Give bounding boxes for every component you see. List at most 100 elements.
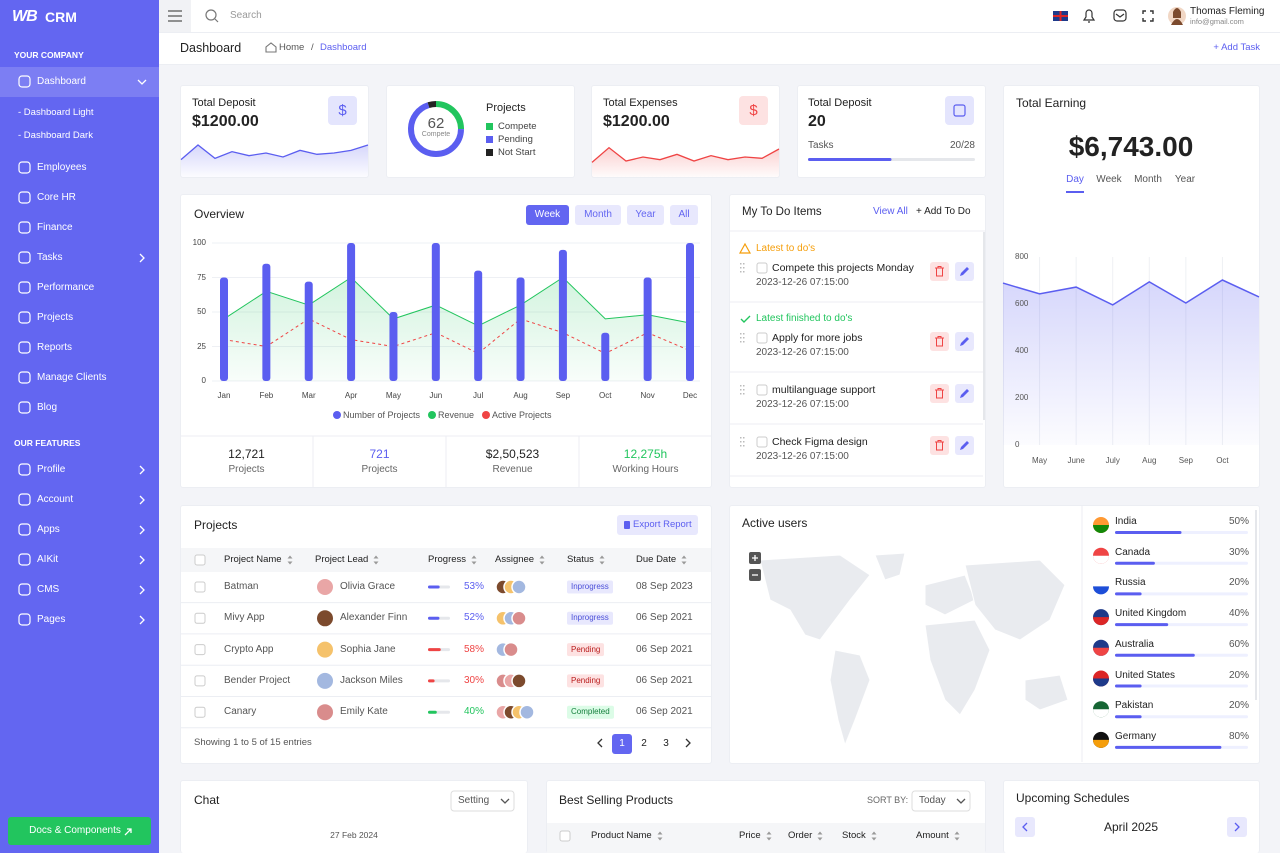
drag-handle: [740, 263, 742, 265]
nav-item[interactable]: Dashboard: [37, 76, 86, 87]
nav-item[interactable]: Finance: [37, 222, 73, 233]
x-tick-label: Aug: [1142, 456, 1157, 465]
sort-icon: [599, 555, 605, 565]
nav-item[interactable]: Reports: [37, 342, 73, 353]
country-percent: 20%: [1228, 669, 1249, 681]
setting-label[interactable]: Setting: [458, 795, 490, 806]
nav-item[interactable]: Profile: [37, 464, 66, 475]
nav-icon: [18, 161, 31, 174]
card-icon-box: [945, 96, 974, 125]
docs-button-label[interactable]: Docs & Components: [29, 825, 121, 836]
status-pill: [567, 580, 613, 594]
period-tab[interactable]: Day: [1066, 174, 1084, 185]
add-task[interactable]: + Add Task: [1213, 42, 1260, 53]
nav-icon: [18, 553, 31, 566]
export-button[interactable]: [617, 515, 698, 535]
sort-value[interactable]: Today: [919, 795, 946, 806]
status: Inprogress: [571, 582, 609, 591]
nav-item[interactable]: Blog: [37, 402, 58, 413]
x-tick-label: June: [1067, 456, 1085, 465]
checkbox[interactable]: [756, 384, 768, 396]
chevron: [139, 495, 145, 505]
nav-item[interactable]: Tasks: [37, 252, 63, 263]
delete-button[interactable]: [930, 262, 949, 281]
view-all[interactable]: View All: [873, 206, 908, 217]
delete-button[interactable]: [930, 332, 949, 351]
nav-item[interactable]: Manage Clients: [37, 372, 107, 383]
nav-subitem[interactable]: - Dashboard Dark: [18, 129, 93, 141]
usage-bar: [1115, 561, 1155, 565]
legend-swatch: [486, 149, 493, 156]
sort-select[interactable]: [911, 790, 971, 812]
nav-item[interactable]: Employees: [37, 162, 87, 173]
chevron: [597, 738, 603, 748]
checkbox[interactable]: [194, 675, 206, 687]
legend-dot: [428, 411, 436, 419]
checkbox[interactable]: [756, 436, 768, 448]
project-name: Mivy App: [224, 612, 265, 624]
column-header: Product Name: [591, 830, 652, 841]
breadcrumb-home[interactable]: Home: [279, 42, 305, 53]
nav-item[interactable]: Pages: [37, 614, 66, 625]
due-date: 06 Sep 2021: [636, 643, 693, 655]
search-input[interactable]: Search: [230, 10, 262, 21]
nav-subitem[interactable]: - Dashboard Light: [18, 106, 94, 118]
period-tab[interactable]: Month: [1134, 174, 1162, 185]
checkbox[interactable]: [194, 644, 206, 656]
x-tick-label: May: [1032, 456, 1048, 465]
docs-button[interactable]: [8, 817, 151, 845]
next-month[interactable]: [1227, 817, 1247, 837]
brand-name: CRM: [45, 9, 77, 25]
checkbox[interactable]: [756, 332, 768, 344]
period-tab[interactable]: Week: [1096, 174, 1122, 185]
page-button-active[interactable]: [612, 734, 632, 754]
nav-item[interactable]: AIKit: [37, 554, 59, 565]
page-button[interactable]: 1: [619, 738, 625, 749]
chart-tab[interactable]: [575, 205, 621, 225]
page-button[interactable]: 3: [663, 738, 669, 749]
checkbox[interactable]: [194, 706, 206, 718]
progress-label: 58%: [463, 643, 484, 655]
drag-handle: [740, 267, 742, 269]
chart-tab-label[interactable]: Month: [584, 209, 612, 220]
delete-button[interactable]: [930, 384, 949, 403]
chart-tab[interactable]: [670, 205, 698, 225]
chart-tab-label[interactable]: Year: [635, 209, 656, 220]
due-date: 06 Sep 2021: [636, 706, 693, 718]
chart-tab[interactable]: [526, 205, 569, 225]
period-tab[interactable]: Year: [1174, 174, 1196, 185]
chart-tab-label[interactable]: Week: [534, 209, 561, 220]
nav-item[interactable]: Performance: [37, 282, 95, 293]
checkbox[interactable]: [194, 554, 206, 566]
delete-button[interactable]: [930, 436, 949, 455]
nav-item[interactable]: CMS: [37, 584, 60, 595]
checkbox[interactable]: [194, 612, 206, 624]
checkbox[interactable]: [559, 830, 571, 842]
chart-tab[interactable]: [627, 205, 664, 225]
setting-select[interactable]: [450, 790, 515, 812]
nav-item[interactable]: Core HR: [37, 192, 76, 203]
country-name: Australia: [1115, 638, 1154, 650]
prev-month[interactable]: [1015, 817, 1035, 837]
usage-track: [1115, 715, 1248, 719]
bar: [601, 332, 610, 381]
bell-icon[interactable]: [1082, 9, 1096, 23]
bar: [516, 277, 525, 381]
nav-item[interactable]: Projects: [37, 312, 74, 323]
x-tick-label: Jun: [429, 391, 443, 400]
checkbox[interactable]: [756, 262, 768, 274]
add-todo[interactable]: + Add To Do: [916, 206, 971, 217]
fullscreen-icon[interactable]: [1142, 10, 1154, 22]
export-label[interactable]: Export Report: [633, 519, 692, 530]
nav-item[interactable]: Account: [37, 494, 74, 505]
page-button[interactable]: 2: [641, 738, 647, 749]
chart-tab-label[interactable]: All: [678, 209, 690, 220]
sparkline-area: [181, 145, 368, 177]
drag-handle: [743, 441, 745, 443]
card-icon-box: [328, 96, 357, 125]
nav-item[interactable]: Apps: [37, 524, 60, 535]
status: Pending: [571, 675, 601, 685]
x-tick-label: Sep: [555, 391, 571, 400]
mail-icon[interactable]: [1113, 9, 1127, 22]
checkbox[interactable]: [194, 581, 206, 593]
